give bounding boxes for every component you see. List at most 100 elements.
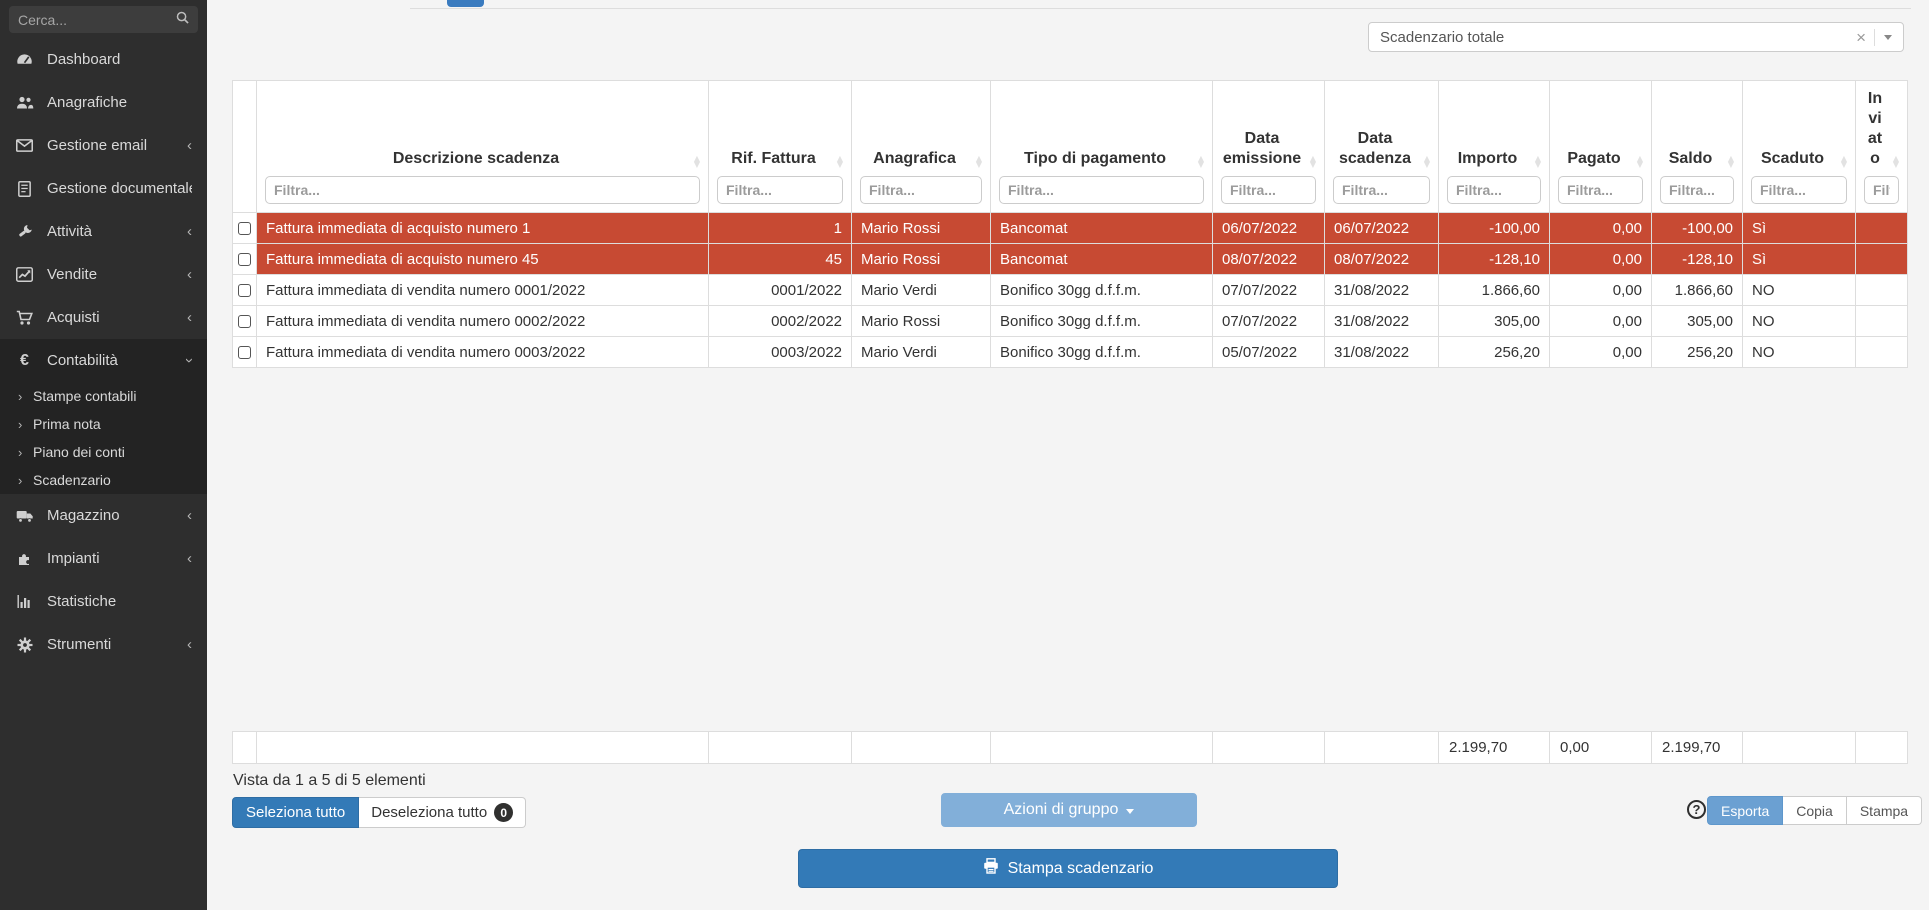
filter-input-tipo-pagamento[interactable] [999, 176, 1204, 204]
chevron-down-icon: › [181, 358, 198, 363]
scope-select[interactable]: Scadenzario totale × [1368, 22, 1904, 52]
sidebar-item-strumenti[interactable]: Strumenti ‹ [0, 623, 207, 666]
column-label: Inviato [1867, 90, 1883, 167]
cell-saldo: -128,10 [1651, 243, 1743, 275]
cell-pagato: 0,00 [1549, 212, 1652, 244]
print-schedule-label: Stampa scadenzario [1007, 859, 1154, 877]
cell-saldo: 1.866,60 [1651, 274, 1743, 306]
help-icon[interactable]: ? [1687, 800, 1706, 819]
filter-input-scaduto[interactable] [1751, 176, 1847, 204]
sidebar-subitem-stampe-contabili[interactable]: › Stampe contabili [0, 382, 207, 410]
sidebar-item-statistiche[interactable]: Statistiche [0, 580, 207, 623]
sidebar-item-label: Gestione email [47, 137, 148, 154]
sort-icon[interactable]: ▲ ▼ [1197, 154, 1204, 169]
row-checkbox[interactable] [238, 315, 251, 329]
sidebar-item-magazzino[interactable]: Magazzino ‹ [0, 494, 207, 537]
export-button-group: Esporta Copia Stampa [1707, 796, 1923, 825]
sort-icon[interactable]: ▲ ▼ [1840, 154, 1847, 169]
cart-icon [15, 310, 34, 326]
sort-icon[interactable]: ▲ ▼ [975, 154, 982, 169]
cell-data-emissione: 07/07/2022 [1212, 274, 1325, 306]
print-button[interactable]: Stampa [1846, 796, 1923, 825]
column-header-tipo-pagamento[interactable]: Tipo di pagamento ▲ ▼ [990, 80, 1213, 213]
filter-input-rif-fattura[interactable] [717, 176, 843, 204]
column-header-saldo[interactable]: Saldo ▲ ▼ [1651, 80, 1743, 213]
sidebar-item-dashboard[interactable]: Dashboard [0, 38, 207, 81]
sort-icon[interactable]: ▲ ▼ [1727, 154, 1734, 169]
table-row[interactable]: Fattura immediata di vendita numero 0003… [232, 336, 1908, 368]
sidebar-item-gestione-documentale[interactable]: Gestione documentale [0, 167, 207, 210]
sort-icon[interactable]: ▲ ▼ [1309, 154, 1316, 169]
totals-row: 2.199,70 0,00 2.199,70 [232, 731, 1908, 764]
column-header-importo[interactable]: Importo ▲ ▼ [1438, 80, 1550, 213]
cell-scaduto: NO [1742, 336, 1856, 368]
row-checkbox[interactable] [238, 222, 251, 236]
cell-inviato [1855, 212, 1908, 244]
filter-input-inviato[interactable] [1864, 176, 1899, 204]
row-checkbox[interactable] [238, 346, 251, 360]
sidebar-subitem-scadenzario[interactable]: › Scadenzario [0, 466, 207, 494]
caret-down-icon[interactable] [1884, 34, 1892, 40]
cell-anagrafica: Mario Verdi [851, 274, 991, 306]
table-row[interactable]: Fattura immediata di vendita numero 0001… [232, 274, 1908, 306]
table-row[interactable]: Fattura immediata di acquisto numero 45 … [232, 243, 1908, 275]
copy-button[interactable]: Copia [1783, 796, 1847, 825]
filter-input-data-emissione[interactable] [1221, 176, 1316, 204]
search-input[interactable] [18, 11, 176, 28]
deselect-all-button[interactable]: Deseleziona tutto 0 [359, 797, 527, 828]
clear-icon[interactable]: × [1856, 27, 1866, 47]
sort-icon[interactable]: ▲ ▼ [1423, 154, 1430, 169]
column-label: Anagrafica [873, 150, 956, 167]
column-header-pagato[interactable]: Pagato ▲ ▼ [1549, 80, 1652, 213]
table-row[interactable]: Fattura immediata di vendita numero 0002… [232, 305, 1908, 337]
chevron-left-icon: ‹ [187, 137, 192, 154]
column-header-data-emissione[interactable]: Data emissione ▲ ▼ [1212, 80, 1325, 213]
sidebar-item-vendite[interactable]: Vendite ‹ [0, 253, 207, 296]
column-header-data-scadenza[interactable]: Data scadenza ▲ ▼ [1324, 80, 1439, 213]
row-checkbox[interactable] [238, 253, 251, 267]
filter-input-pagato[interactable] [1558, 176, 1643, 204]
puzzle-icon [15, 551, 34, 567]
sort-icon[interactable]: ▲ ▼ [1892, 154, 1899, 169]
sidebar-item-attivita[interactable]: Attività ‹ [0, 210, 207, 253]
deselect-all-label: Deseleziona tutto [371, 804, 488, 821]
sidebar-subitem-piano-dei-conti[interactable]: › Piano dei conti [0, 438, 207, 466]
select-all-button[interactable]: Seleziona tutto [232, 797, 360, 828]
sort-icon[interactable]: ▲ ▼ [836, 154, 843, 169]
sidebar-item-label: Vendite [47, 266, 98, 283]
export-button[interactable]: Esporta [1707, 796, 1784, 825]
sidebar-nav: Dashboard Anagrafiche Gestione email ‹ G… [0, 38, 207, 666]
sidebar-subitem-label: Piano dei conti [33, 444, 125, 460]
group-actions-button[interactable]: Azioni di gruppo [941, 793, 1197, 827]
sidebar-subitem-prima-nota[interactable]: › Prima nota [0, 410, 207, 438]
column-header-descrizione[interactable]: Descrizione scadenza ▲ ▼ [256, 80, 709, 213]
column-header-scaduto[interactable]: Scaduto ▲ ▼ [1742, 80, 1856, 213]
sidebar-item-contabilita[interactable]: € Contabilità › [0, 339, 207, 382]
sidebar-item-impianti[interactable]: Impianti ‹ [0, 537, 207, 580]
sidebar-item-anagrafiche[interactable]: Anagrafiche [0, 81, 207, 124]
sort-icon[interactable]: ▲ ▼ [1534, 154, 1541, 169]
cell-anagrafica: Mario Rossi [851, 243, 991, 275]
sidebar-subitem-label: Scadenzario [33, 472, 111, 488]
column-label: Tipo di pagamento [1024, 150, 1166, 167]
filter-input-importo[interactable] [1447, 176, 1541, 204]
cell-tipo-pagamento: Bancomat [990, 212, 1213, 244]
sidebar-item-acquisti[interactable]: Acquisti ‹ [0, 296, 207, 339]
column-header-inviato[interactable]: Inviato ▲ ▼ [1855, 80, 1908, 213]
filter-input-descrizione[interactable] [265, 176, 700, 204]
sidebar-item-label: Attività [47, 223, 93, 240]
filter-input-anagrafica[interactable] [860, 176, 982, 204]
filter-input-data-scadenza[interactable] [1333, 176, 1430, 204]
column-label: Rif. Fattura [731, 150, 816, 167]
sort-icon[interactable]: ▲ ▼ [693, 154, 700, 169]
sidebar: Dashboard Anagrafiche Gestione email ‹ G… [0, 0, 207, 910]
print-schedule-button[interactable]: Stampa scadenzario [798, 849, 1338, 888]
sort-icon[interactable]: ▲ ▼ [1636, 154, 1643, 169]
total-importo: 2.199,70 [1438, 731, 1550, 764]
filter-input-saldo[interactable] [1660, 176, 1734, 204]
table-row[interactable]: Fattura immediata di acquisto numero 1 1… [232, 212, 1908, 244]
row-checkbox[interactable] [238, 284, 251, 298]
column-header-rif-fattura[interactable]: Rif. Fattura ▲ ▼ [708, 80, 852, 213]
sidebar-item-gestione-email[interactable]: Gestione email ‹ [0, 124, 207, 167]
column-header-anagrafica[interactable]: Anagrafica ▲ ▼ [851, 80, 991, 213]
